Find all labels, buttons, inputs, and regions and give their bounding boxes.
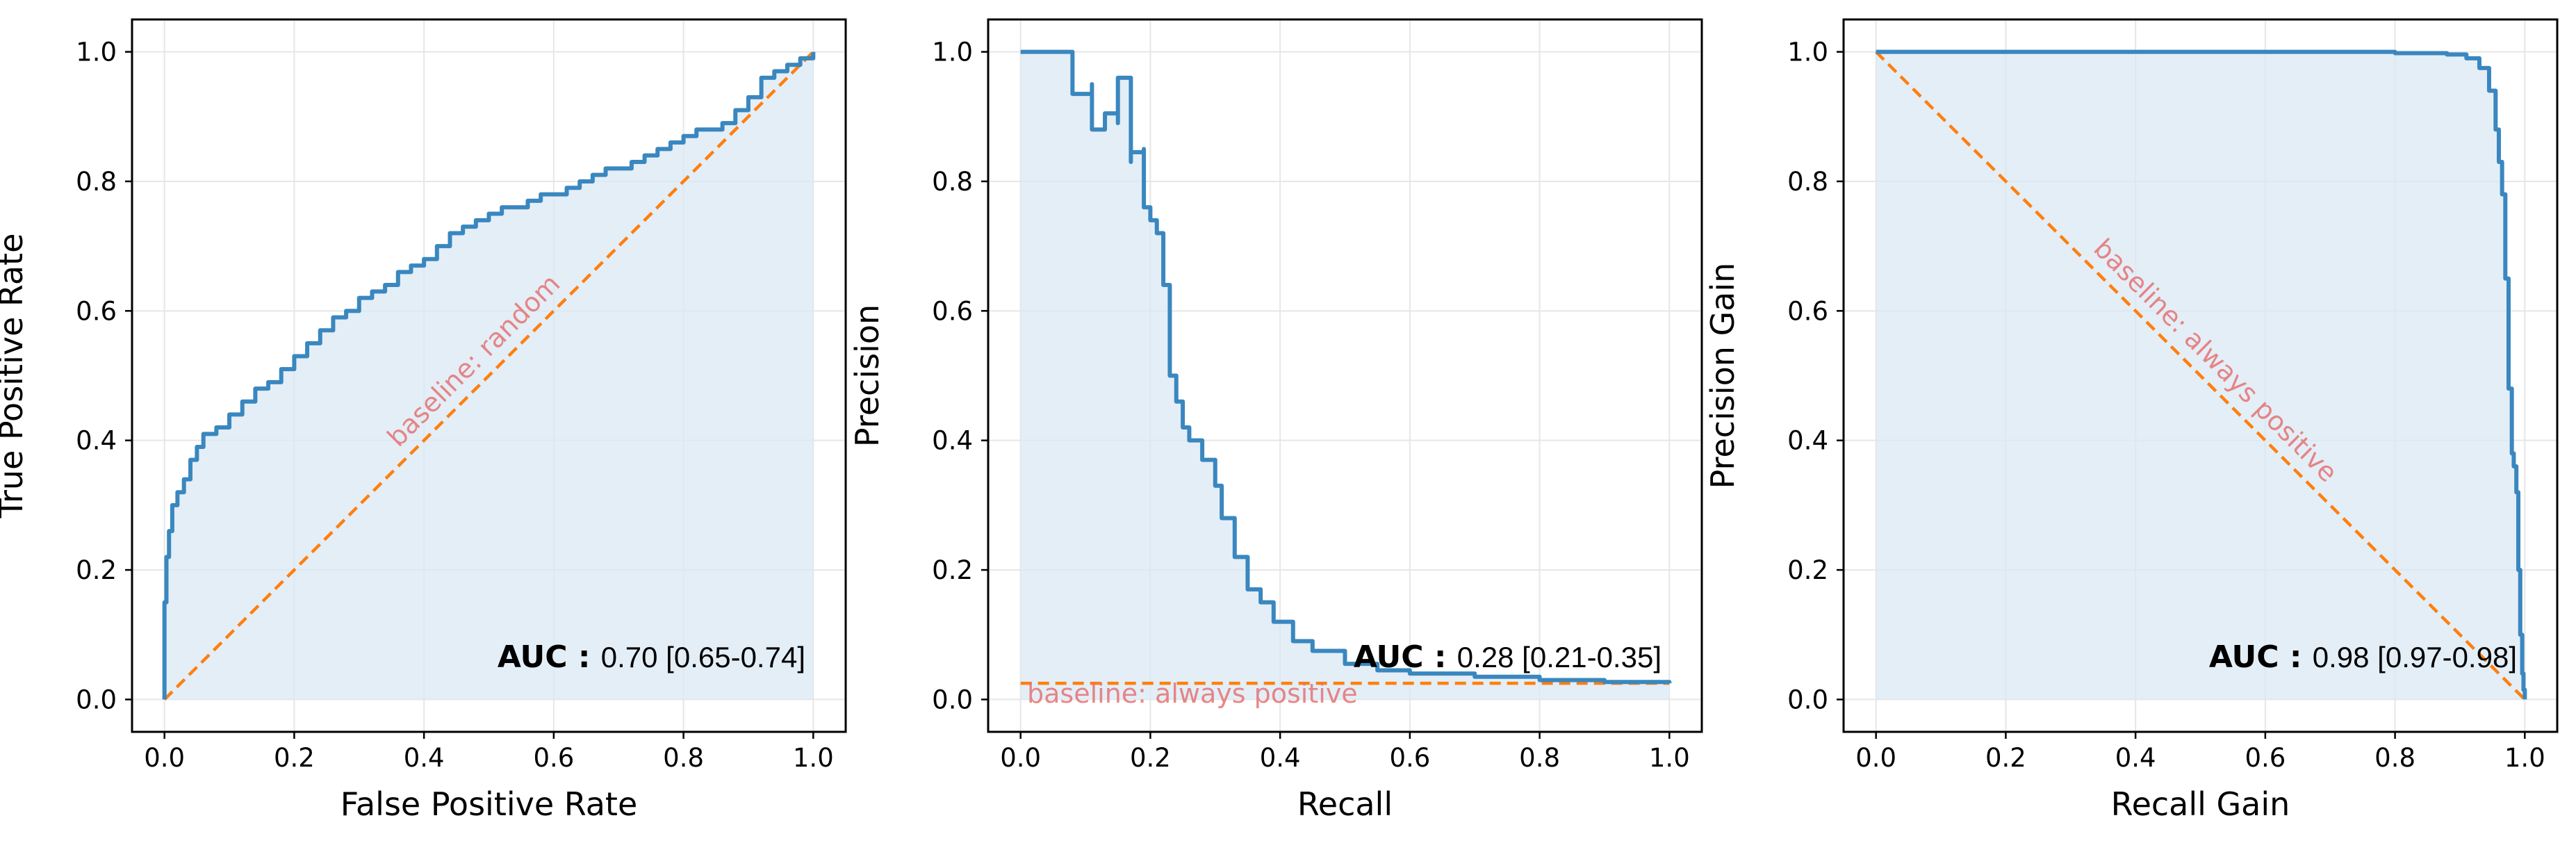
auc-label: AUC : [2209,639,2313,675]
y-axis-label: Precision Gain [1704,263,1741,489]
y-tick-label: 0.8 [76,167,117,197]
chart-panel-2: 0.0 0.2 0.4 0.6 0.8 1.0 0.0 0.2 0.4 0.6 0.8 1.0 Reca… [848,18,1703,823]
curve-line [162,51,816,700]
auc-value: 0.28 [0.21-0.35] [1457,641,1662,673]
y-tick-label: 0.8 [932,167,973,197]
y-tick-label: 0.0 [1787,685,1828,714]
baseline-line [163,50,814,701]
axes-frame [987,18,1703,733]
x-tick-label: 0.8 [1519,743,1560,773]
y-tick-label: 1.0 [932,38,973,67]
curve-line [1020,49,1672,685]
y-tick-label: 0.2 [76,555,117,585]
x-tick-label: 0.0 [1000,743,1041,773]
y-tick-label: 0.6 [932,296,973,326]
y-tick-label: 0.2 [1787,555,1828,585]
x-tick-label: 0.8 [2374,743,2415,773]
x-tick-label: 0.0 [1855,743,1896,773]
auc-value: 0.70 [0.65-0.74] [601,641,805,673]
x-tick-label: 0.2 [274,743,315,773]
chart-panel-1: 0.0 0.2 0.4 0.6 0.8 1.0 0.0 0.2 0.4 0.6 0.8 1.0 Fals… [0,18,847,823]
y-tick-label: 0.2 [932,555,973,585]
y-tick-label: 0.0 [932,685,973,714]
x-tick-label: 0.0 [144,743,185,773]
x-axis-label: False Positive Rate [341,785,638,823]
y-axis-label: True Positive Rate [0,234,30,519]
x-tick-label: 1.0 [1649,743,1690,773]
auc-label: AUC : [1354,639,1457,675]
x-axis-label: Recall [1297,785,1393,823]
y-tick-label: 0.6 [1787,296,1828,326]
y-tick-label: 0.4 [76,426,117,456]
axes-frame [1842,18,2559,733]
y-tick-label: 0.8 [1787,167,1828,197]
auc-annotation: AUC : 0.28 [0.21-0.35] [1354,639,1662,675]
x-axis-label: Recall Gain [2111,785,2290,823]
axes-frame [131,18,847,733]
x-tick-label: 0.2 [1985,743,2026,773]
baseline-label: baseline: always positive [1027,678,1358,709]
y-tick-label: 0.4 [1787,426,1828,456]
y-tick-label: 0.0 [76,685,117,714]
baseline-line [1875,50,2526,701]
auc-value: 0.98 [0.97-0.98] [2313,641,2517,673]
y-axis-label: Precision [848,304,886,447]
y-tick-label: 0.4 [932,426,973,456]
y-tick-label: 1.0 [76,38,117,67]
x-tick-label: 0.6 [533,743,574,773]
y-tick-label: 1.0 [1787,38,1828,67]
auc-annotation: AUC : 0.98 [0.97-0.98] [2209,639,2517,675]
x-tick-label: 1.0 [2504,743,2545,773]
x-tick-label: 0.8 [663,743,704,773]
auc-label: AUC : [498,639,601,675]
x-tick-label: 0.4 [404,743,445,773]
x-tick-label: 0.4 [1260,743,1301,773]
chart-panel-3: 0.0 0.2 0.4 0.6 0.8 1.0 0.0 0.2 0.4 0.6 0.8 1.0 Reca… [1704,18,2559,823]
auc-annotation: AUC : 0.70 [0.65-0.74] [498,639,805,675]
x-tick-label: 0.4 [2115,743,2156,773]
x-tick-label: 0.6 [2245,743,2286,773]
y-tick-label: 0.6 [76,296,117,326]
area-under-curve [1020,51,1670,700]
x-tick-label: 0.2 [1130,743,1171,773]
x-tick-label: 0.6 [1389,743,1430,773]
x-tick-label: 1.0 [793,743,834,773]
curve-line [1876,49,2527,700]
